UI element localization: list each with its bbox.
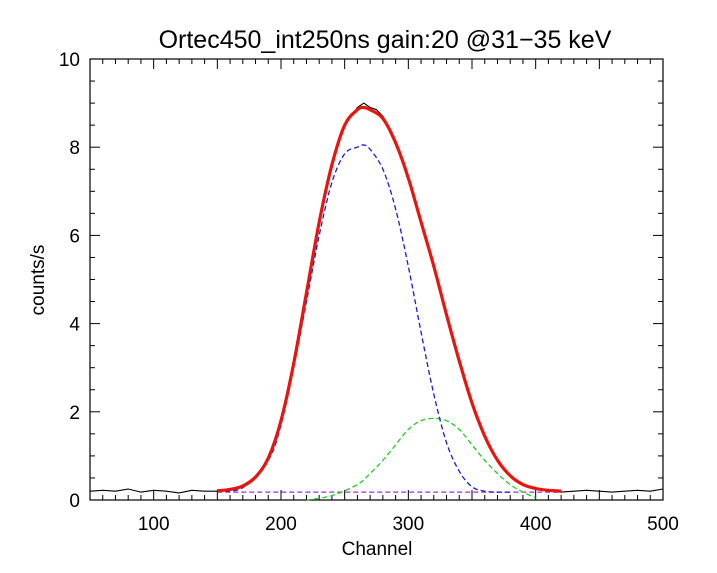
x-axis-label: Channel [342, 539, 413, 560]
x-tick-label: 400 [520, 514, 552, 535]
series-line-gaussian-1 [217, 144, 511, 493]
y-tick-label: 4 [69, 315, 80, 336]
plot-area [89, 58, 664, 501]
chart-title: Ortec450_int250ns gain:20 @31−35 keV [159, 26, 612, 54]
y-tick-label: 8 [69, 138, 80, 159]
plot-frame [89, 58, 664, 501]
y-tick-label: 6 [69, 226, 80, 247]
y-tick-label: 0 [69, 491, 80, 512]
x-tick-label: 100 [138, 514, 170, 535]
x-tick-label: 300 [392, 514, 424, 535]
series-layer [89, 102, 664, 501]
series-line-data [89, 102, 664, 494]
y-tick-label: 2 [69, 403, 80, 424]
series-line-fit-total [217, 105, 562, 493]
tick-labels: 100 200 300 400 500 0 2 4 6 8 10 [59, 50, 679, 535]
axis-ticks [89, 58, 664, 501]
x-tick-label: 200 [265, 514, 297, 535]
x-tick-label: 500 [647, 514, 679, 535]
y-tick-label: 10 [59, 50, 80, 71]
y-axis-label: counts/s [28, 245, 49, 316]
series-line-gaussian-2 [306, 417, 536, 501]
